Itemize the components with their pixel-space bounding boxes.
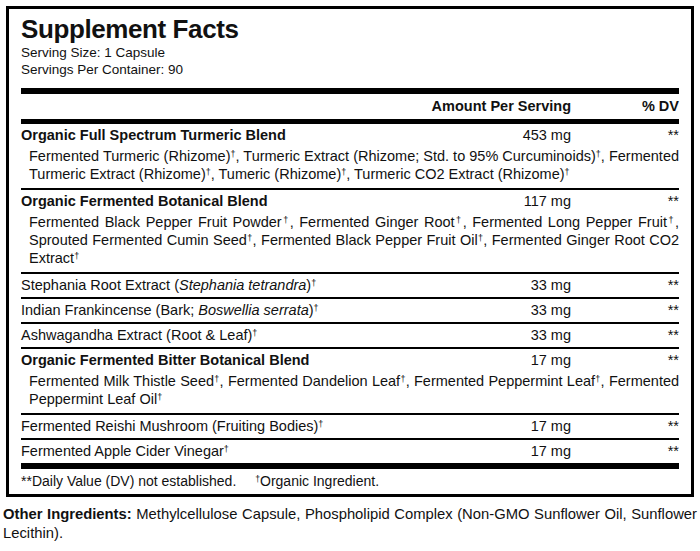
ingredient-row: Fermented Apple Cider Vinegar†17 mg** (21, 438, 679, 463)
ingredient-sublist: Fermented Turmeric (Rhizome)†, Turmeric … (21, 147, 679, 188)
ingredient-name: Organic Full Spectrum Turmeric Blend (21, 127, 294, 144)
ingredient-dv: ** (571, 352, 679, 369)
ingredient-sublist: Fermented Black Pepper Fruit Powder†, Fe… (21, 213, 679, 272)
servings-per-container: Servings Per Container: 90 (21, 62, 679, 79)
ingredient-amount: 33 mg (327, 302, 571, 319)
ingredient-amount: 33 mg (265, 327, 571, 344)
ingredient-dv: ** (571, 127, 679, 144)
ingredient-row-main: Organic Full Spectrum Turmeric Blend453 … (21, 124, 679, 147)
ingredient-row: Stephania Root Extract (Stephania tetran… (21, 272, 679, 297)
ingredient-row: Indian Frankincense (Bark; Boswellia ser… (21, 297, 679, 322)
daily-value-footnote: **Daily Value (DV) not established. (21, 473, 236, 489)
organic-ingredient-footnote: †Organic Ingredient. (255, 473, 379, 489)
ingredient-row: Organic Fermented Botanical Blend117 mg*… (21, 188, 679, 272)
ingredient-dv: ** (571, 277, 679, 294)
footnote-row: **Daily Value (DV) not established. †Org… (21, 469, 679, 494)
supplement-facts-panel: Supplement Facts Serving Size: 1 Capsule… (6, 6, 694, 497)
other-ingredients: Other Ingredients: Methylcellulose Capsu… (3, 505, 697, 543)
ingredient-row: Fermented Reishi Mushroom (Fruiting Bodi… (21, 413, 679, 438)
ingredient-row: Organic Fermented Bitter Botanical Blend… (21, 347, 679, 413)
ingredient-name: Organic Fermented Bitter Botanical Blend (21, 352, 317, 369)
amount-per-serving-header: Amount Per Serving (432, 98, 571, 115)
ingredient-dv: ** (571, 193, 679, 210)
supplement-label: Supplement Facts Serving Size: 1 Capsule… (0, 0, 700, 551)
ingredient-amount: 17 mg (331, 418, 571, 435)
ingredient-name: Fermented Apple Cider Vinegar† (21, 443, 237, 460)
ingredient-dv: ** (571, 327, 679, 344)
ingredient-row: Organic Full Spectrum Turmeric Blend453 … (21, 124, 679, 188)
ingredient-amount: 17 mg (317, 352, 571, 369)
ingredient-row-main: Fermented Apple Cider Vinegar†17 mg** (21, 440, 679, 463)
ingredient-row-main: Ashwagandha Extract (Root & Leaf)†33 mg*… (21, 324, 679, 347)
ingredient-amount: 117 mg (276, 193, 571, 210)
ingredient-name: Ashwagandha Extract (Root & Leaf)† (21, 327, 265, 344)
serving-size: Serving Size: 1 Capsule (21, 45, 679, 62)
ingredient-name: Stephania Root Extract (Stephania tetran… (21, 277, 324, 294)
ingredient-name: Organic Fermented Botanical Blend (21, 193, 276, 210)
ingredient-amount: 453 mg (294, 127, 571, 144)
percent-dv-header: % DV (571, 98, 679, 115)
ingredient-dv: ** (571, 443, 679, 460)
ingredient-row: Ashwagandha Extract (Root & Leaf)†33 mg*… (21, 322, 679, 347)
ingredient-dv: ** (571, 418, 679, 435)
ingredient-sublist: Fermented Milk Thistle Seed†, Fermented … (21, 372, 679, 413)
ingredient-name: Indian Frankincense (Bark; Boswellia ser… (21, 302, 327, 319)
ingredient-row-main: Organic Fermented Botanical Blend117 mg*… (21, 190, 679, 213)
ingredient-rows: Organic Full Spectrum Turmeric Blend453 … (21, 124, 679, 463)
ingredient-name: Fermented Reishi Mushroom (Fruiting Bodi… (21, 418, 331, 435)
ingredient-dv: ** (571, 302, 679, 319)
ingredient-row-main: Stephania Root Extract (Stephania tetran… (21, 274, 679, 297)
ingredient-row-main: Indian Frankincense (Bark; Boswellia ser… (21, 299, 679, 322)
ingredient-row-main: Fermented Reishi Mushroom (Fruiting Bodi… (21, 415, 679, 438)
column-header-row: Amount Per Serving % DV (21, 94, 679, 119)
ingredient-amount: 17 mg (237, 443, 571, 460)
ingredient-row-main: Organic Fermented Bitter Botanical Blend… (21, 349, 679, 372)
other-ingredients-label: Other Ingredients: (3, 506, 132, 522)
ingredient-amount: 33 mg (324, 277, 571, 294)
panel-title: Supplement Facts (21, 15, 679, 43)
